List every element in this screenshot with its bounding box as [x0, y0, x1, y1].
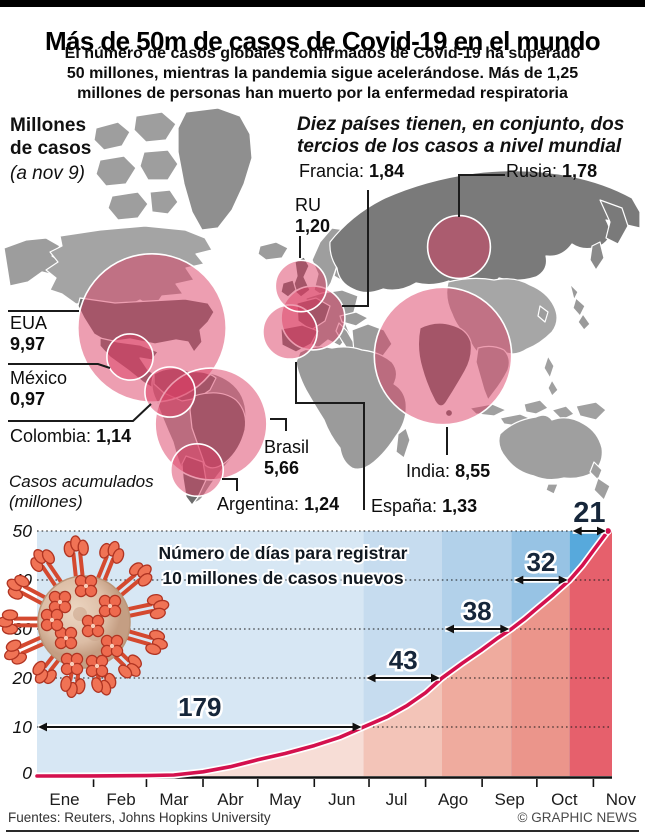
y-tick-50: 50	[13, 521, 33, 541]
cumulative-cases-chart: 01020304050EneFebMarAbrMayJunJulAgoSepOc…	[0, 495, 637, 809]
month-label-ago: Ago	[438, 790, 468, 809]
label-espana: España: 1,33	[371, 496, 478, 516]
leader-lines	[8, 174, 505, 510]
bubble-espana	[262, 304, 318, 360]
land-kamchatka	[599, 199, 629, 245]
virus-icon	[0, 535, 170, 699]
leader-mexico	[8, 363, 111, 369]
footer-sources: Fuentes: Reuters, Johns Hopkins Universi…	[8, 810, 271, 825]
label-india: India: 8,55	[406, 461, 491, 481]
month-label-may: May	[269, 790, 302, 809]
subtitle: El número de casos globales confirmados …	[64, 45, 581, 102]
days-label-32: 32	[527, 547, 556, 577]
land-madagascar	[395, 427, 411, 459]
leader-argentina	[222, 478, 238, 491]
label-argentina: Argentina: 1,24	[217, 494, 340, 514]
land-iceland	[257, 241, 289, 261]
land-new-guinea	[575, 401, 607, 421]
case-bubbles	[77, 214, 513, 497]
milestone-annotations: 179 43 38 32 21	[38, 495, 608, 732]
bubble-rusia	[426, 214, 492, 280]
cumulative-cases-curve	[35, 529, 610, 778]
y-tick-20: 20	[12, 668, 33, 688]
world-bubble-map	[3, 108, 641, 510]
land-arctic-islands	[93, 111, 179, 221]
label-ru: RU 1,20	[295, 195, 331, 236]
bottom-rule	[6, 830, 639, 832]
bubble-ru	[274, 259, 328, 313]
leader-espana	[295, 362, 365, 510]
leader-rusia	[458, 174, 505, 217]
bubble-colombia	[144, 366, 196, 418]
land-australia	[498, 414, 603, 481]
land-japan	[569, 283, 591, 331]
month-label-feb: Feb	[106, 790, 135, 809]
land-korea	[537, 305, 549, 323]
days-label-43: 43	[389, 645, 418, 675]
land-tasmania	[545, 483, 559, 495]
page-title: Más de 50m de casos de Covid-19 en el mu…	[44, 26, 601, 57]
land-greenland	[177, 108, 253, 231]
month-label-ene: Ene	[49, 790, 79, 809]
land-new-zealand	[589, 461, 611, 501]
label-colombia: Colombia: 1,14	[10, 426, 132, 446]
label-francia: Francia: 1,84	[299, 161, 405, 181]
days-label-21: 21	[573, 497, 605, 529]
land-philippines	[543, 355, 559, 397]
month-label-nov: Nov	[606, 790, 637, 809]
map-legend-title: Millones de casos	[10, 115, 92, 159]
map-note: Diez países tienen, en conjunto, dos ter…	[297, 114, 625, 157]
land-sakhalin	[589, 241, 605, 271]
chart-y-axis-title: Casos acumulados (millones)	[9, 472, 154, 511]
y-tick-10: 10	[13, 717, 33, 737]
label-eua: EUA 9,97	[10, 313, 48, 354]
label-rusia: Rusia: 1,78	[506, 161, 598, 181]
leader-colombia	[8, 403, 152, 422]
month-label-abr: Abr	[217, 790, 244, 809]
x-ticks	[92, 779, 595, 787]
label-brasil: Brasil 5,66	[264, 437, 310, 478]
y-tick-0: 0	[22, 763, 32, 783]
month-label-jul: Jul	[386, 790, 408, 809]
month-label-mar: Mar	[159, 790, 189, 809]
bubble-mexico	[106, 333, 154, 381]
top-bar	[0, 0, 645, 7]
bubble-india	[373, 286, 513, 426]
month-label-sep: Sep	[494, 790, 524, 809]
chart-annotation-title: Número de días para registrar 10 millones…	[157, 541, 410, 590]
days-label-179: 179	[178, 692, 221, 722]
month-labels: Ene Feb Mar Abr May Jun Jul Ago Sep Oct Nov	[49, 790, 636, 809]
leader-francia	[342, 190, 369, 307]
month-label-jun: Jun	[328, 790, 355, 809]
svg-text:10 millones de casos nuevos: 10 millones de casos nuevos	[162, 568, 403, 588]
footer-credit: © GRAPHIC NEWS	[517, 810, 637, 825]
days-label-38: 38	[463, 596, 492, 626]
label-mexico: México 0,97	[10, 368, 68, 409]
leader-brasil	[270, 418, 287, 431]
month-label-oct: Oct	[551, 790, 578, 809]
bubble-argentina	[170, 442, 225, 497]
map-legend-date: (a nov 9)	[10, 163, 85, 184]
svg-text:Número de días para registrar: Número de días para registrar	[159, 543, 408, 563]
